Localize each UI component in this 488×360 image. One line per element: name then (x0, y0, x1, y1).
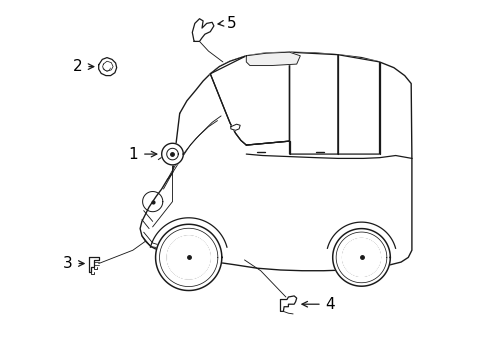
Polygon shape (94, 267, 97, 269)
Polygon shape (167, 236, 210, 279)
Polygon shape (342, 238, 380, 276)
Polygon shape (89, 257, 99, 272)
Polygon shape (230, 124, 240, 130)
Polygon shape (280, 296, 296, 311)
Polygon shape (162, 143, 183, 165)
Polygon shape (99, 58, 117, 76)
Polygon shape (337, 55, 379, 154)
Polygon shape (246, 52, 300, 66)
Polygon shape (155, 224, 222, 291)
Polygon shape (210, 52, 289, 145)
Text: 3: 3 (63, 256, 73, 271)
Text: 5: 5 (226, 16, 236, 31)
Text: 1: 1 (128, 147, 138, 162)
Polygon shape (289, 52, 337, 154)
Text: 4: 4 (325, 297, 334, 312)
Polygon shape (332, 229, 389, 286)
Polygon shape (91, 272, 94, 274)
Polygon shape (192, 19, 213, 41)
Polygon shape (210, 52, 289, 145)
Text: 2: 2 (73, 59, 82, 74)
